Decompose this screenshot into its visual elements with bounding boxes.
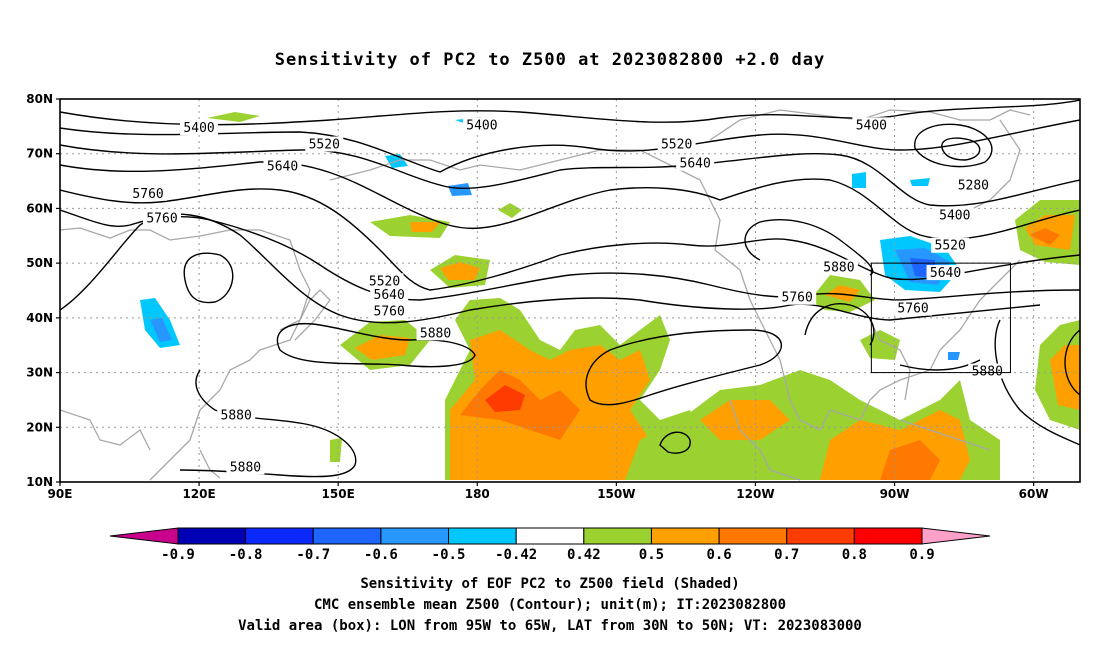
lon-label: 150W	[597, 487, 635, 501]
contour-label-bg	[954, 177, 993, 193]
colorbar-label: 0.5	[639, 547, 664, 563]
lat-label: 30N	[26, 366, 53, 380]
contour-label-bg	[926, 265, 965, 281]
contour-label: 5520	[935, 239, 966, 254]
contour-label: 5880	[230, 460, 261, 475]
lon-label: 180	[465, 487, 490, 501]
contour-label-bg	[416, 325, 455, 341]
colorbar-high-arrow	[921, 527, 991, 545]
lon-label: 150E	[322, 487, 355, 501]
longitude-labels: 90E 120E 150E 180 150W 120W 90W 60W	[48, 482, 1049, 501]
colorbar-label: -0.9	[161, 547, 195, 563]
contour-label-bg	[263, 158, 302, 174]
map-frame	[59, 98, 1081, 483]
contour-label: 5880	[823, 261, 854, 276]
plot-title: Sensitivity of PC2 to Z500 at 2023082800…	[274, 50, 826, 70]
colorbar-low-arrow	[109, 527, 179, 545]
contour-label-bg	[968, 363, 1007, 379]
contour-label-bg	[305, 136, 344, 152]
contour-label: 5880	[420, 326, 451, 341]
contour-label: 5400	[856, 118, 887, 133]
contour-label-bg	[894, 300, 933, 316]
contour-label: 5760	[782, 291, 813, 306]
colorbar-swatch	[583, 527, 652, 545]
contour-label-bg	[778, 289, 817, 305]
lon-label: 120W	[736, 487, 774, 501]
contour-label-bg	[852, 117, 891, 133]
colorbar-label: -0.5	[432, 547, 466, 563]
colorbar-label: -0.7	[296, 547, 330, 563]
contour-label-bg	[462, 117, 501, 133]
lat-label: 20N	[26, 420, 53, 434]
colorbar-swatch	[786, 527, 855, 545]
valid-area-box	[870, 262, 1011, 374]
contour-label: 5520	[661, 138, 692, 153]
colorbar-label: 0.9	[909, 547, 934, 563]
contour-label: 5640	[267, 159, 298, 174]
colorbar-swatch	[853, 527, 923, 545]
contour-label-bg	[217, 407, 256, 423]
contour-label: 5760	[132, 187, 163, 202]
colorbar-swatch	[380, 527, 450, 545]
lon-label: 90W	[880, 487, 910, 501]
colorbar-swatch	[177, 527, 247, 545]
contour-label: 5640	[930, 266, 961, 281]
contour-label: 5520	[369, 274, 400, 289]
colorbar-swatch	[312, 527, 382, 545]
lat-label: 70N	[26, 147, 53, 161]
colorbar-label: -0.6	[364, 547, 398, 563]
colorbar-swatch	[515, 527, 585, 545]
colorbar-swatch	[448, 527, 517, 545]
caption-line-2: CMC ensemble mean Z500 (Contour); unit(m…	[313, 597, 786, 613]
contour-label: 5760	[374, 304, 405, 319]
contour-label-bg	[129, 185, 168, 201]
contour-label: 5640	[374, 288, 405, 303]
lon-label: 120E	[182, 487, 215, 501]
colorbar-label: 0.8	[842, 547, 867, 563]
contour-label-bg	[180, 120, 219, 136]
caption-line-3: Valid area (box): LON from 95W to 65W, L…	[238, 618, 862, 634]
graticule	[60, 99, 1080, 482]
lon-label: 60W	[1019, 487, 1049, 501]
contour-label: 5400	[939, 209, 970, 224]
contour-label-bg	[657, 136, 696, 152]
contour-label: 5400	[183, 121, 214, 136]
lon-label: 90E	[48, 487, 73, 501]
colorbar-label: 0.7	[774, 547, 799, 563]
contour-label-bg	[676, 155, 715, 171]
colorbar-swatch	[718, 527, 788, 545]
latitude-labels: 80N 70N 60N 50N 40N 30N 20N 10N	[26, 92, 60, 489]
contour-label-bg	[370, 303, 409, 319]
contour-label-bg	[370, 286, 409, 302]
contour-label-bg	[935, 207, 974, 223]
contour-label: 5880	[221, 408, 252, 423]
contour-label-bg	[365, 273, 404, 289]
colorbar-label: 0.42	[567, 547, 601, 563]
contour-label: 5520	[309, 138, 340, 153]
lat-label: 80N	[26, 92, 53, 106]
colorbar-swatch	[650, 527, 720, 545]
contour-label: 5640	[680, 157, 711, 172]
contour-label-bg	[931, 237, 970, 253]
lat-label: 50N	[26, 256, 53, 270]
colorbar-label: -0.42	[495, 547, 537, 563]
lat-label: 40N	[26, 311, 53, 325]
colorbar: -0.9 -0.8 -0.7 -0.6 -0.5 -0.42 0.42 0.5 0.6 0.7 0.…	[109, 527, 991, 563]
colorbar-label: 0.6	[706, 547, 731, 563]
contour-label: 5400	[466, 118, 497, 133]
contour-label-bg	[819, 259, 858, 275]
colorbar-label: -0.8	[229, 547, 263, 563]
lat-label: 10N	[26, 475, 53, 489]
colorbar-swatch	[245, 527, 314, 545]
contour-label: 5760	[146, 211, 177, 226]
lat-label: 60N	[26, 201, 53, 215]
caption-line-1: Sensitivity of EOF PC2 to Z500 field (Sh…	[360, 576, 740, 592]
contour-label-bg	[143, 210, 181, 226]
contour-label: 5280	[958, 179, 989, 194]
figure-caption: Sensitivity of EOF PC2 to Z500 field (Sh…	[0, 574, 1100, 637]
contour-label: 5760	[897, 302, 928, 317]
contour-label-bg	[226, 459, 265, 475]
